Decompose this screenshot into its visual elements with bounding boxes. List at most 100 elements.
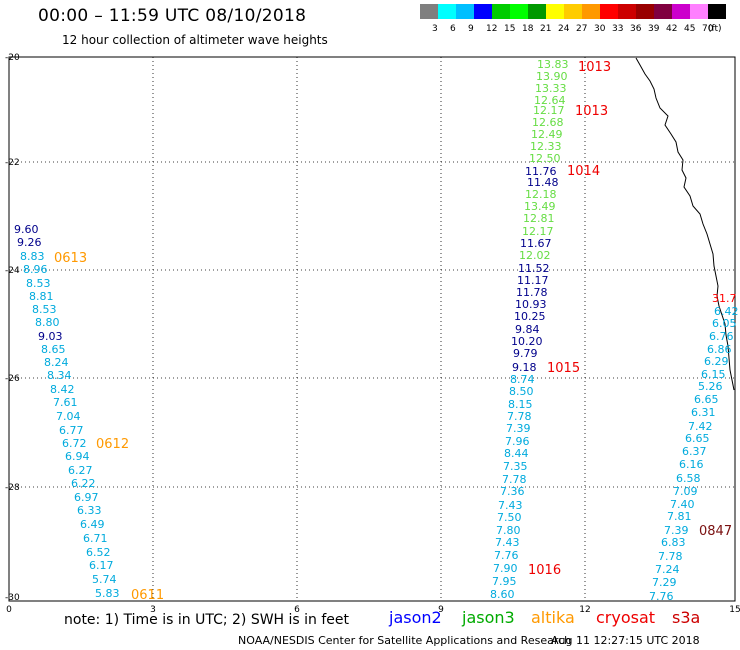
- wave-height-value: 12.33: [530, 140, 562, 153]
- credit-text: NOAA/NESDIS Center for Satellite Applica…: [238, 634, 572, 647]
- satellite-name: jason3: [462, 608, 515, 627]
- wave-height-value: 7.78: [507, 410, 532, 423]
- wave-height-value: 7.43: [495, 536, 520, 549]
- wave-height-value: 13.49: [524, 200, 556, 213]
- wave-height-value: 7.95: [492, 575, 517, 588]
- y-tick-label: -22: [5, 158, 20, 168]
- legend-swatch: [618, 4, 636, 19]
- y-tick-label: -20: [5, 53, 20, 63]
- legend-label: 33: [612, 24, 624, 34]
- pass-time-label: 1016: [528, 563, 561, 578]
- wave-height-value: 12.50: [529, 152, 561, 165]
- wave-height-value: 11.76: [525, 165, 557, 178]
- page-title: 00:00 – 11:59 UTC 08/10/2018: [38, 6, 307, 26]
- wave-height-value: 10.25: [514, 310, 546, 323]
- wave-height-value: 11.17: [517, 274, 549, 287]
- x-tick-label: 15: [729, 605, 740, 615]
- wave-height-value: 6.49: [80, 518, 105, 531]
- wave-height-value: 7.09: [673, 485, 698, 498]
- wave-height-value: 7.04: [56, 410, 81, 423]
- timestamp-text: Aug 11 12:27:15 UTC 2018: [551, 634, 700, 647]
- wave-height-value: 8.50: [509, 385, 534, 398]
- wave-height-value: 6.33: [77, 504, 102, 517]
- wave-height-value: 6.65: [694, 393, 719, 406]
- wave-height-value: 7.40: [670, 498, 695, 511]
- wave-height-value: 12.17: [533, 104, 565, 117]
- legend-label: 3: [432, 24, 438, 34]
- legend-swatch: [672, 4, 690, 19]
- wave-height-value: 12.49: [531, 128, 563, 141]
- pass-time-label: 0847: [699, 524, 732, 539]
- legend-swatch: [492, 4, 510, 19]
- legend-swatch: [546, 4, 564, 19]
- wave-height-value: 7.96: [505, 435, 530, 448]
- legend-label: 24: [558, 24, 570, 34]
- wave-height-value: 6.94: [65, 450, 90, 463]
- wave-height-value: 7.29: [652, 576, 677, 589]
- wave-height-value: 8.53: [26, 277, 51, 290]
- wave-height-value: 31.7: [712, 292, 737, 305]
- wave-height-value: 8.60: [490, 588, 515, 601]
- page-subtitle: 12 hour collection of altimeter wave hei…: [62, 33, 328, 47]
- wave-height-value: 12.02: [519, 249, 551, 262]
- wave-height-value: 12.18: [525, 188, 557, 201]
- wave-height-value: 9.26: [17, 236, 42, 249]
- wave-height-value: 6.71: [83, 532, 108, 545]
- wave-height-value: 6.97: [74, 491, 99, 504]
- wave-height-value: 8.96: [23, 263, 48, 276]
- wave-height-value: 6.58: [676, 472, 701, 485]
- wave-height-value: 8.65: [41, 343, 66, 356]
- wave-height-value: 8.15: [508, 398, 533, 411]
- wave-height-value: 6.76: [709, 330, 734, 343]
- wave-height-value: 8.74: [510, 373, 535, 386]
- legend-label: 9: [468, 24, 474, 34]
- wave-height-value: 7.90: [493, 562, 518, 575]
- legend-label: 36: [630, 24, 642, 34]
- pass-time-label: 1013: [578, 60, 611, 75]
- x-tick-label: 0: [6, 605, 12, 615]
- wave-height-value: 6.15: [701, 368, 726, 381]
- wave-height-value: 6.16: [679, 458, 704, 471]
- legend-label: 30: [594, 24, 606, 34]
- wave-height-value: 8.42: [50, 383, 75, 396]
- wave-height-value: 13.33: [535, 82, 567, 95]
- legend-swatch: [690, 4, 708, 19]
- legend-label: 15: [504, 24, 516, 34]
- wave-height-value: 6.72: [62, 437, 87, 450]
- wave-height-value: 8.53: [32, 303, 57, 316]
- wave-height-value: 7.76: [649, 590, 674, 603]
- wave-height-value: 7.78: [658, 550, 683, 563]
- y-tick-label: -28: [5, 483, 20, 493]
- wave-height-value: 6.83: [661, 536, 686, 549]
- legend-swatch: [420, 4, 438, 19]
- wave-height-value: 9.79: [513, 347, 538, 360]
- satellite-name: s3a: [672, 608, 701, 627]
- legend-swatch: [564, 4, 582, 19]
- wave-height-value: 6.29: [704, 355, 729, 368]
- wave-height-value: 11.52: [518, 262, 550, 275]
- wave-height-value: 11.48: [527, 176, 559, 189]
- wave-height-value: 9.18: [512, 361, 537, 374]
- wave-height-value: 8.34: [47, 369, 72, 382]
- wave-height-value: 6.65: [685, 432, 710, 445]
- legend-swatch: [582, 4, 600, 19]
- pass-time-label: 0612: [96, 437, 129, 452]
- legend-swatch: [600, 4, 618, 19]
- wave-height-value: 6.31: [691, 406, 716, 419]
- wave-height-value: 7.80: [496, 524, 521, 537]
- legend-label: (ft): [708, 24, 722, 34]
- pass-time-label: 1015: [547, 361, 580, 376]
- wave-height-value: 12.68: [532, 116, 564, 129]
- wave-height-value: 8.80: [35, 316, 60, 329]
- wave-height-value: 12.81: [523, 212, 555, 225]
- wave-height-value: 6.86: [707, 343, 732, 356]
- wave-height-value: 10.93: [515, 298, 547, 311]
- wave-height-value: 6.17: [89, 559, 114, 572]
- wave-height-value: 7.81: [667, 510, 692, 523]
- wave-height-value: 7.24: [655, 563, 680, 576]
- wave-height-value: 7.35: [503, 460, 528, 473]
- wave-height-value: 7.43: [498, 499, 523, 512]
- wave-height-value: 6.22: [71, 477, 96, 490]
- wave-height-value: 7.42: [688, 420, 713, 433]
- wave-height-value: 9.60: [14, 223, 39, 236]
